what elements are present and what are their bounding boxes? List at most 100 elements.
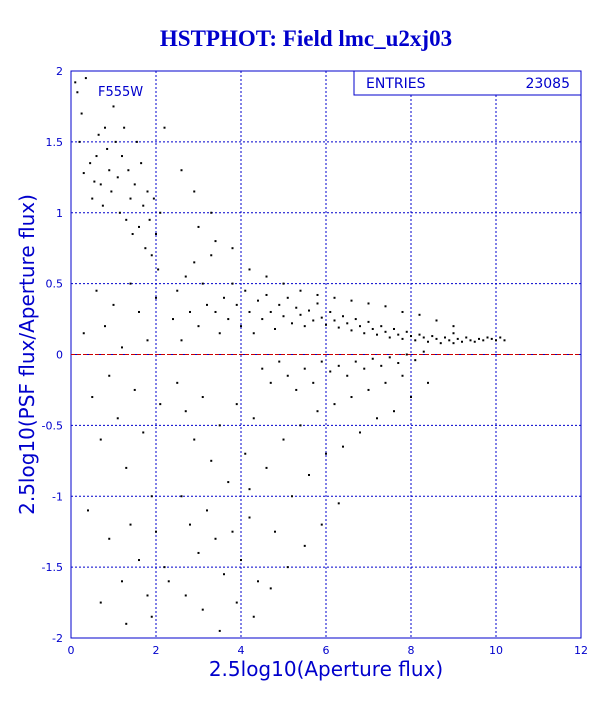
data-point [359, 431, 361, 434]
data-point [82, 172, 85, 175]
data-point [138, 225, 140, 228]
data-point [269, 310, 272, 313]
data-point [110, 190, 113, 193]
data-point [359, 325, 361, 328]
data-point [146, 339, 149, 342]
data-point [218, 332, 221, 335]
data-point [316, 293, 319, 296]
data-point [363, 367, 366, 370]
data-point [133, 388, 136, 391]
data-point [376, 417, 378, 420]
data-point [418, 313, 421, 316]
data-point [274, 327, 276, 330]
data-point [104, 126, 106, 129]
data-point [240, 559, 242, 562]
data-point [138, 310, 140, 313]
data-point [214, 310, 217, 313]
data-point [410, 335, 412, 338]
data-point [376, 333, 378, 336]
data-point [303, 367, 306, 370]
data-point [248, 516, 251, 519]
data-point [303, 544, 306, 547]
data-point [397, 362, 400, 365]
data-point [163, 126, 166, 129]
data-point [148, 218, 151, 221]
data-point [499, 336, 502, 339]
data-point [89, 162, 92, 165]
data-point [91, 396, 94, 399]
data-point [167, 580, 170, 583]
data-point [401, 337, 404, 340]
data-point [495, 339, 497, 342]
data-point [180, 495, 183, 498]
data-point [235, 303, 238, 306]
data-point [142, 204, 145, 207]
data-point [138, 559, 140, 562]
data-point [333, 296, 336, 299]
data-point [435, 319, 438, 322]
data-point [384, 305, 387, 308]
data-point [155, 296, 157, 299]
data-point [193, 190, 196, 193]
data-point [218, 629, 221, 632]
data-point [282, 282, 285, 285]
data-point [350, 299, 353, 302]
data-point [252, 615, 255, 618]
data-point [125, 622, 128, 625]
data-point [248, 310, 251, 313]
data-point [354, 360, 357, 363]
data-point [101, 204, 104, 207]
data-point [380, 364, 383, 367]
data-point [274, 530, 276, 533]
data-point [116, 417, 119, 420]
data-point [84, 77, 87, 80]
data-point [118, 211, 121, 214]
data-point [350, 329, 353, 332]
data-point [405, 353, 408, 356]
x-tick-label: 0 [68, 644, 75, 657]
stats-box [353, 70, 582, 96]
data-point [184, 410, 187, 413]
data-point [231, 530, 234, 533]
data-point [150, 615, 153, 618]
data-point [431, 335, 434, 338]
data-point [108, 374, 111, 377]
data-point [282, 315, 285, 318]
data-point [93, 180, 96, 183]
data-point [108, 169, 111, 172]
data-point [414, 359, 417, 362]
data-point [129, 197, 132, 200]
data-point [329, 370, 332, 373]
data-point [193, 438, 196, 441]
data-point [405, 330, 408, 333]
data-point [380, 325, 383, 328]
x-axis-label: 2.5log10(Aperture flux) [209, 657, 443, 681]
data-point [129, 523, 132, 526]
x-tick-label: 4 [238, 644, 245, 657]
data-point [439, 342, 442, 345]
data-point [112, 105, 115, 108]
data-point [163, 566, 166, 569]
data-point [129, 282, 132, 285]
data-point [269, 587, 272, 590]
data-point [337, 364, 340, 367]
data-point [397, 333, 400, 336]
data-point [95, 155, 98, 158]
data-point [482, 339, 485, 342]
data-point [244, 289, 247, 292]
data-point [490, 337, 493, 340]
data-point [135, 140, 138, 143]
data-point [320, 523, 323, 526]
data-point [159, 403, 162, 406]
data-point [91, 197, 94, 200]
data-point [291, 322, 293, 325]
data-point [180, 339, 183, 342]
data-point [80, 112, 83, 115]
data-point [87, 509, 89, 512]
data-point [231, 282, 234, 285]
data-point [214, 240, 217, 243]
data-point [133, 183, 136, 186]
y-tick-label: 0.5 [46, 278, 64, 291]
data-point [257, 299, 259, 302]
data-point [197, 551, 200, 554]
